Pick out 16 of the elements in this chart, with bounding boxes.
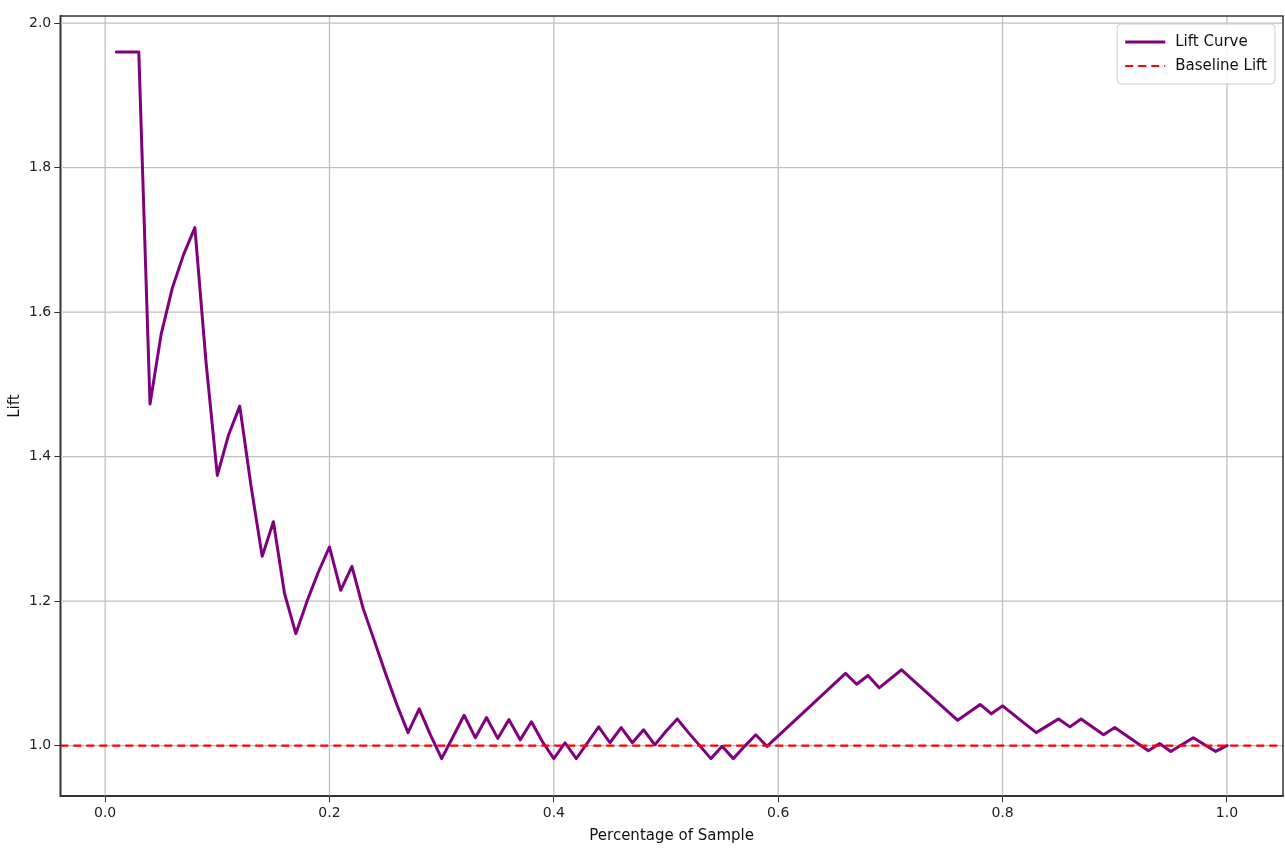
y-tick-label: 1.2 <box>29 591 52 608</box>
y-tick-label: 1.8 <box>29 158 52 175</box>
x-tick-label: 0.8 <box>991 804 1014 821</box>
x-tick-label: 0.0 <box>94 804 117 821</box>
x-tick-label: 0.6 <box>767 804 790 821</box>
legend-label: Baseline Lift <box>1175 55 1268 74</box>
x-axis-title: Percentage of Sample <box>589 825 754 844</box>
x-tick-label: 0.2 <box>318 804 341 821</box>
legend-label: Lift Curve <box>1175 31 1248 50</box>
y-axis-title: Lift <box>4 394 23 418</box>
y-tick-label: 2.0 <box>29 13 52 30</box>
y-tick-label: 1.4 <box>29 447 52 464</box>
x-tick-label: 1.0 <box>1215 804 1239 821</box>
y-tick-label: 1.6 <box>29 302 52 319</box>
y-tick-label: 1.0 <box>29 736 52 753</box>
x-tick-label: 0.4 <box>542 804 566 821</box>
